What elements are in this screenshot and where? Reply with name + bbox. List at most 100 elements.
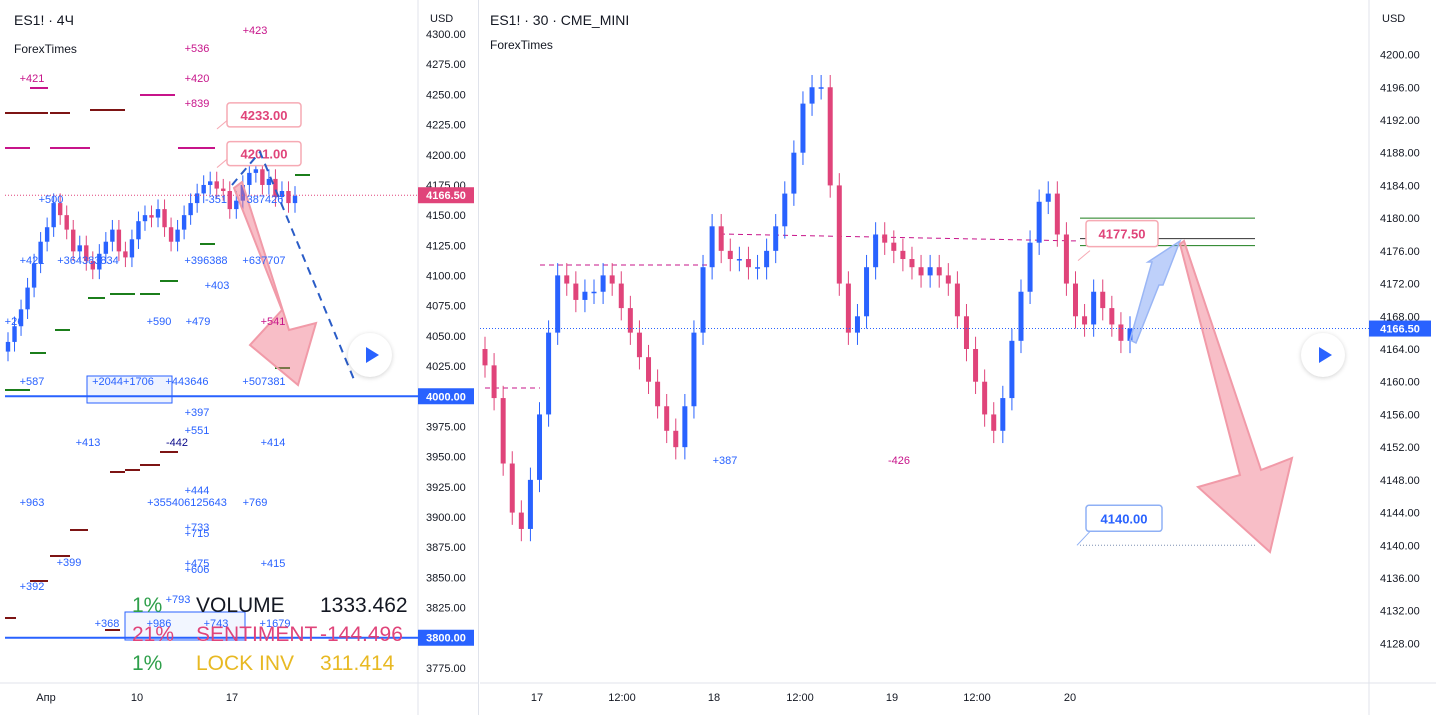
- price-tick: 4196.00: [1380, 82, 1420, 94]
- volume-annotation: +839: [185, 98, 210, 110]
- candle-body: [800, 103, 806, 153]
- candle-body: [636, 332, 642, 358]
- candle-body: [194, 193, 200, 204]
- candle-body: [181, 215, 187, 230]
- candle-body: [909, 259, 915, 268]
- candle-body: [292, 195, 298, 204]
- candle-body: [873, 234, 879, 268]
- volume-annotation: +444: [185, 485, 210, 497]
- volume-annotation: +399: [57, 557, 82, 569]
- candle-body: [709, 226, 715, 268]
- candle-body: [655, 381, 661, 407]
- time-tick: 17: [531, 692, 543, 704]
- candle-body: [646, 357, 652, 382]
- current-price-label: 4166.50: [426, 190, 466, 202]
- time-tick: 10: [131, 692, 143, 704]
- candle-body: [155, 209, 161, 218]
- candle-body: [609, 275, 615, 284]
- volume-annotation: +392: [20, 581, 45, 593]
- support-level-badge: [418, 629, 474, 646]
- stat-label: SENTIMENT: [196, 623, 318, 646]
- right-chart-canvas[interactable]: USD 4128.00 4132.00 4136.00 4140.00 4144.00 41…: [480, 0, 1436, 715]
- support-level-badge: [418, 388, 474, 405]
- candle-body: [791, 152, 797, 194]
- candle-body: [31, 263, 37, 288]
- candle-body: [97, 253, 102, 270]
- candle-body: [116, 229, 122, 252]
- price-callout-box: [226, 140, 302, 167]
- volume-annotation: +26: [5, 316, 24, 328]
- currency-label: USD: [1382, 13, 1405, 25]
- candle-body: [1009, 340, 1015, 399]
- price-tick: 3925.00: [426, 482, 466, 494]
- volume-annotation: -442: [166, 437, 188, 449]
- candle-body: [736, 259, 742, 261]
- time-tick: 19: [886, 692, 898, 704]
- left-play-button[interactable]: [348, 333, 392, 377]
- candle-body: [509, 463, 515, 513]
- candle-body: [162, 209, 167, 228]
- candle-body: [500, 398, 506, 464]
- candle-body: [745, 259, 751, 268]
- candle-body: [1000, 398, 1006, 431]
- candle-body: [954, 283, 960, 317]
- candle-body: [1018, 291, 1024, 341]
- candle-body: [700, 267, 706, 333]
- candle-body: [1063, 234, 1069, 284]
- price-tick: 4140.00: [1380, 540, 1420, 552]
- candle-body: [123, 251, 128, 258]
- price-tick: 4100.00: [426, 271, 466, 283]
- time-tick: 12:00: [963, 692, 991, 704]
- price-tick: 4144.00: [1380, 508, 1420, 520]
- price-tick: 4164.00: [1380, 344, 1420, 356]
- candle-body: [482, 349, 488, 366]
- volume-annotation: -351: [205, 194, 227, 206]
- candle-body: [755, 267, 761, 269]
- candle-body: [57, 203, 63, 216]
- right-play-button[interactable]: [1301, 333, 1345, 377]
- history-level-line: [719, 233, 1081, 242]
- candle-body: [991, 414, 997, 431]
- current-price-label: 4166.50: [1380, 324, 1420, 336]
- candle-body: [818, 87, 824, 89]
- price-tick: 4192.00: [1380, 115, 1420, 127]
- left-symbol-title[interactable]: ES1! · 4Ч: [14, 12, 74, 28]
- right-chart-panel[interactable]: USD 4128.00 4132.00 4136.00 4140.00 4144.00 41…: [480, 0, 1436, 715]
- price-callout-box: [1085, 504, 1163, 533]
- price-tick: 4136.00: [1380, 573, 1420, 585]
- volume-annotation: +475: [185, 558, 210, 570]
- stat-value: 1333.462: [320, 594, 408, 617]
- stat-pct: 21%: [132, 623, 175, 646]
- price-callout-box: [1085, 219, 1159, 248]
- candle-body: [129, 239, 135, 258]
- volume-box: [124, 611, 246, 641]
- price-tick: 4075.00: [426, 301, 466, 313]
- volume-annotation: +355406125643: [147, 497, 227, 509]
- candle-body: [240, 184, 246, 201]
- candle-body: [90, 261, 95, 270]
- candle-body: [836, 185, 842, 284]
- price-tick: 4188.00: [1380, 148, 1420, 160]
- volume-annotation: +415: [261, 558, 286, 570]
- candle-body: [1091, 291, 1097, 325]
- stat-row-lock-inv: 1% LOCK INV 311.414: [132, 652, 418, 676]
- candle-body: [279, 191, 285, 198]
- candle-body: [882, 234, 888, 243]
- candle-body: [518, 512, 524, 529]
- left-chart-panel[interactable]: USD 3775.00 3800.00 3825.00 3850.00 3875.00 39…: [0, 0, 479, 715]
- volume-annotation: +606: [185, 564, 210, 576]
- time-tick: 20: [1064, 692, 1076, 704]
- volume-annotation: +420: [185, 73, 210, 85]
- candle-body: [175, 229, 180, 242]
- right-symbol-title[interactable]: ES1! · 30 · CME_MINI: [490, 12, 630, 28]
- volume-annotation: +403: [205, 280, 230, 292]
- stat-value: -144.496: [320, 623, 403, 646]
- stat-label: VOLUME: [196, 594, 285, 617]
- candle-body: [591, 291, 597, 294]
- candle-body: [854, 316, 860, 333]
- volume-annotation: +500: [39, 194, 64, 206]
- price-tick: 4148.00: [1380, 475, 1420, 487]
- volume-annotation: +507381: [242, 376, 285, 388]
- left-chart-canvas[interactable]: USD 3775.00 3800.00 3825.00 3850.00 3875.00 39…: [0, 0, 478, 715]
- price-tick: 3950.00: [426, 452, 466, 464]
